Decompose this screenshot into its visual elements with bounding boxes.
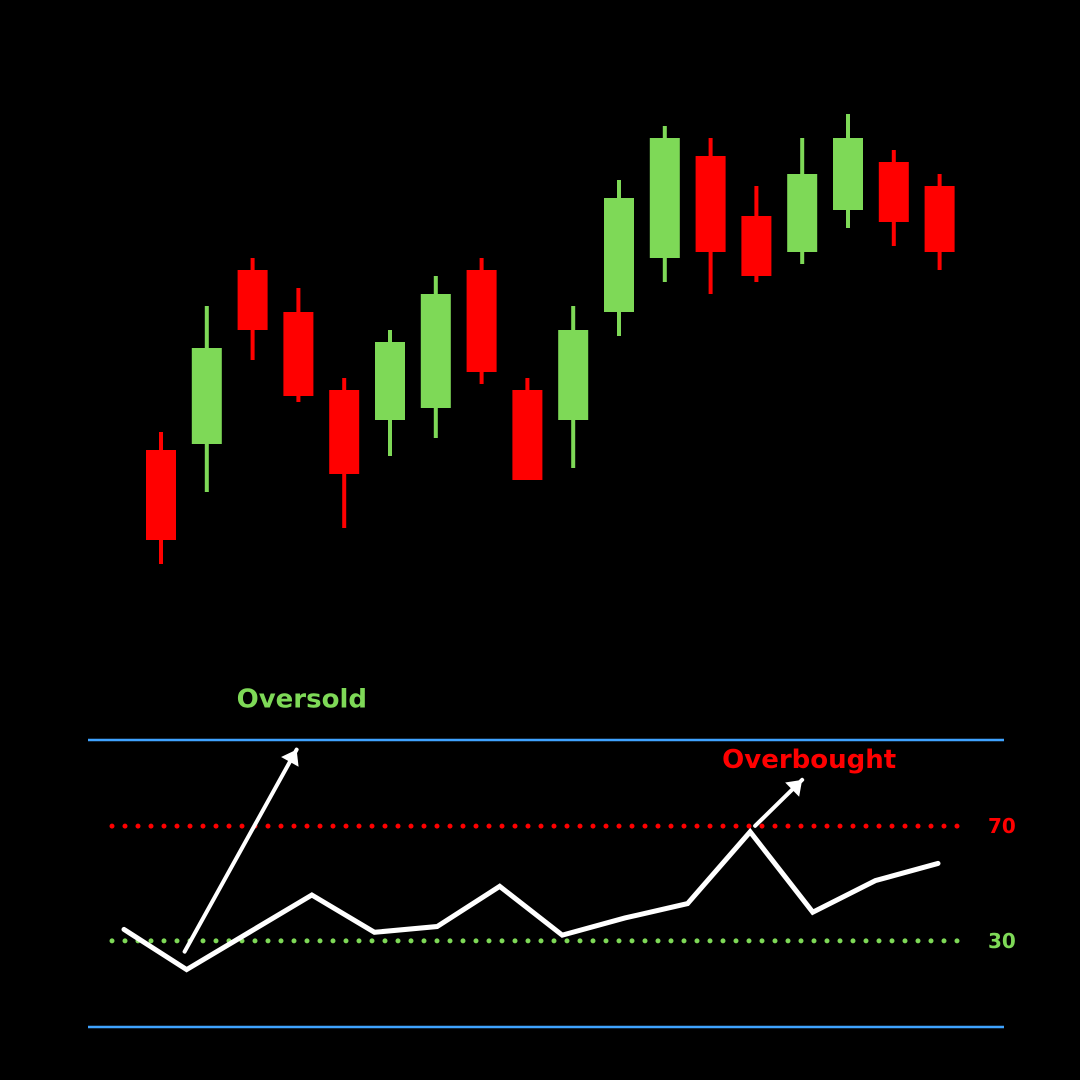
annotation-arrow-head — [785, 779, 803, 797]
candle-18 — [924, 174, 955, 270]
candle-7 — [420, 276, 451, 438]
candle-body — [924, 186, 955, 252]
candle-1 — [146, 432, 176, 564]
candle-body — [604, 198, 634, 312]
candle-16 — [833, 114, 863, 228]
candle-body — [833, 138, 863, 210]
candle-6 — [375, 330, 405, 456]
candle-body — [466, 270, 497, 372]
candle-12 — [649, 126, 680, 282]
candle-body — [695, 156, 726, 252]
candle-body — [375, 342, 405, 420]
candle-8 — [466, 258, 497, 384]
candle-4 — [283, 288, 314, 402]
candle-body — [283, 312, 314, 396]
candle-13 — [695, 138, 726, 294]
candlestick-panel — [146, 114, 955, 564]
candle-10 — [558, 306, 589, 468]
candle-body — [787, 174, 818, 252]
candle-body — [741, 216, 772, 276]
candle-body — [191, 348, 222, 444]
candle-3 — [237, 258, 268, 360]
annotation-arrow-shaft — [182, 747, 299, 954]
candle-5 — [329, 378, 360, 528]
candle-14 — [741, 186, 772, 282]
candle-body — [237, 270, 268, 330]
candle-2 — [191, 306, 222, 492]
candle-body — [420, 294, 451, 408]
candle-body — [146, 450, 176, 540]
candle-body — [558, 330, 589, 420]
rsi-panel: 70 30 Oversold Overbought — [88, 685, 1016, 1029]
annotation-label: Oversold — [237, 685, 367, 715]
candle-11 — [604, 180, 634, 336]
annotation-overbought: Overbought — [722, 745, 896, 828]
level-label-70: 70 — [988, 814, 1016, 838]
candle-17 — [878, 150, 909, 246]
candle-body — [649, 138, 680, 258]
candle-15 — [787, 138, 818, 264]
candle-9 — [512, 378, 543, 480]
rsi-line — [121, 827, 941, 973]
candle-body — [329, 390, 360, 474]
annotation-arrow-head — [281, 749, 299, 767]
annotation-oversold: Oversold — [182, 685, 367, 954]
annotation-label: Overbought — [722, 745, 896, 775]
level-label-30: 30 — [988, 929, 1016, 953]
candle-body — [512, 390, 543, 480]
candle-body — [878, 162, 909, 222]
